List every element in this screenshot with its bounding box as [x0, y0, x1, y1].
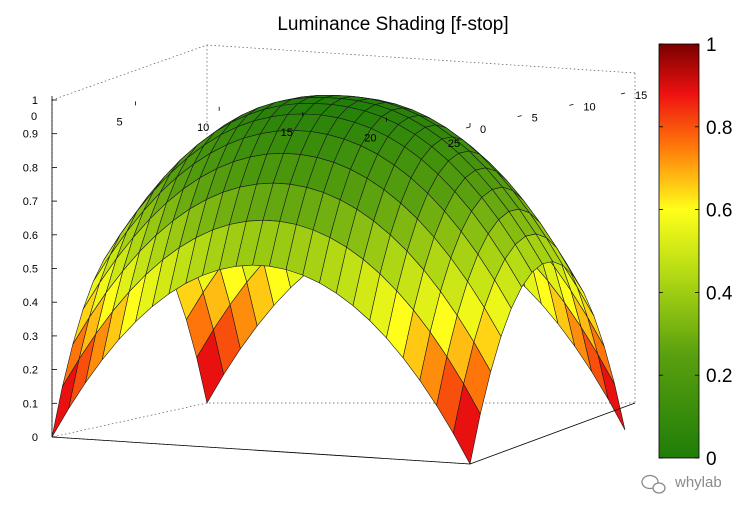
z-tick-label: 0.3 — [23, 331, 38, 343]
axis-ticks: 00.10.20.30.40.50.60.70.80.910 5 10 15 20 250… — [23, 90, 648, 444]
chart-title: Luminance Shading [f-stop] — [277, 14, 508, 35]
colorbar-tick-label: 0.4 — [706, 283, 733, 304]
colorbar-tick-label: 0.8 — [706, 118, 732, 139]
y-tick-label: 0 — [480, 124, 486, 136]
surface-patch — [597, 354, 626, 431]
z-tick-label: 1 — [32, 95, 38, 107]
z-tick-label: 0.7 — [23, 196, 38, 208]
y-tick-mark — [517, 115, 522, 118]
y-tick-label: 10 — [583, 101, 595, 113]
x-tick-label: 10 — [197, 122, 209, 134]
y-tick-mark — [465, 126, 471, 129]
surface-plot — [51, 94, 626, 465]
wechat-icon — [641, 474, 666, 494]
colorbar-ticks: 0 0.2 0.4 0.6 0.8 1 — [659, 35, 733, 470]
y-tick-label: 15 — [635, 90, 647, 102]
x-tick-label: 5 — [117, 116, 123, 128]
colorbar-tick-label: 0.6 — [706, 201, 732, 222]
y-tick-label: 5 — [532, 113, 538, 125]
z-tick-label: 0 — [32, 432, 38, 444]
x-tick-label: 15 — [281, 127, 293, 139]
x-tick-label: 0 — [31, 111, 37, 123]
x-tick-label: 20 — [364, 133, 376, 145]
z-tick-label: 0.2 — [23, 365, 38, 377]
x-tick-label: 25 — [448, 138, 460, 150]
surface-patch — [452, 383, 481, 465]
colorbar-tick-label: 0 — [706, 449, 717, 470]
watermark-text: whylab — [674, 474, 722, 491]
y-tick-mark — [620, 92, 626, 95]
z-tick-label: 0.9 — [23, 129, 38, 141]
watermark: whylab — [641, 474, 722, 494]
colorbar: 0 0.2 0.4 0.6 0.8 1 — [658, 35, 733, 470]
colorbar-tick-label: 1 — [706, 35, 717, 56]
colorbar-gradient — [658, 43, 700, 459]
z-tick-label: 0.6 — [23, 230, 38, 242]
y-tick-mark — [569, 103, 574, 106]
z-tick-label: 0.5 — [23, 264, 38, 276]
z-tick-label: 0.4 — [23, 297, 38, 309]
z-tick-label: 0.1 — [23, 398, 38, 410]
z-tick-label: 0.8 — [23, 162, 38, 174]
colorbar-tick-label: 0.2 — [706, 366, 732, 387]
